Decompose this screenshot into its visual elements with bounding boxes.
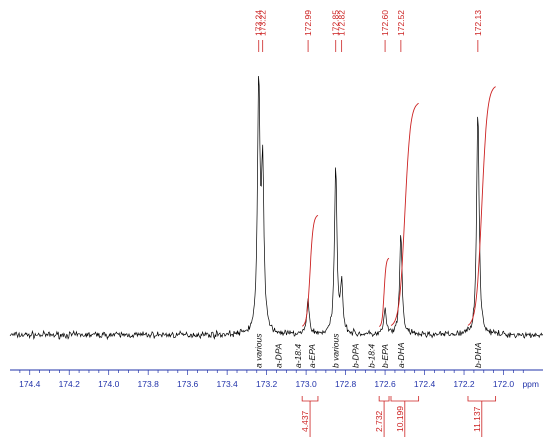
x-tick-label: 174.2	[59, 379, 81, 389]
assignment-label: a-DPA	[273, 343, 283, 368]
peak-label: 173.22	[258, 10, 268, 36]
spectrum-trace	[9, 75, 543, 341]
assignment-label: b various	[331, 333, 341, 368]
integral-curve	[378, 257, 390, 327]
integral-bracket	[301, 396, 319, 402]
x-tick-label: 172.4	[414, 379, 436, 389]
x-tick-label: 173.0	[295, 379, 317, 389]
x-tick-label: 172.2	[453, 379, 475, 389]
assignment-label: b-DPA	[350, 343, 360, 368]
integral-value: 11.137	[472, 406, 482, 432]
integral-value: 2.732	[374, 410, 384, 432]
integral-bracket	[390, 396, 420, 402]
x-tick-label: 172.0	[493, 379, 515, 389]
assignment-label: a-EPA	[307, 344, 317, 368]
integral-curve	[390, 102, 419, 326]
x-tick-label: 172.6	[374, 379, 396, 389]
integral-curve	[467, 86, 496, 326]
x-tick-label: 173.6	[177, 379, 199, 389]
x-axis: 174.4 174.2 174.0 173.8 173.6 173.4 173.2 173.0…	[10, 369, 543, 389]
spectrum-trace-group	[9, 75, 543, 341]
assignment-label: b-EPA	[380, 344, 390, 368]
integral-curves	[301, 86, 496, 327]
assignment-label: a various	[254, 333, 264, 368]
peak-label: 172.60	[380, 10, 390, 36]
peak-label: 172.85	[331, 10, 341, 36]
x-tick-label: 174.4	[19, 379, 41, 389]
integral-value: 10.199	[395, 406, 405, 432]
peak-label: 172.52	[396, 10, 406, 36]
integral-bracket	[378, 396, 390, 402]
assignment-label: a-DHA	[396, 342, 406, 368]
x-tick-label: 173.2	[256, 379, 278, 389]
x-tick-label: 172.8	[335, 379, 357, 389]
x-tick-label: 173.4	[217, 379, 239, 389]
integral-value: 4.437	[300, 410, 310, 432]
integral-values: 4.437 2.732 10.199 11.137	[300, 396, 497, 437]
peak-label: 172.82	[337, 10, 347, 36]
assignment-label: b-18:4	[366, 344, 376, 368]
x-axis-unit: ppm	[522, 379, 539, 389]
assignment-label: a-18:4	[293, 344, 303, 368]
peak-label: 173.24	[254, 10, 264, 36]
integral-curve	[301, 214, 319, 327]
assignment-label: b-DHA	[473, 342, 483, 368]
x-tick-label: 174.0	[98, 379, 120, 389]
peak-label: 172.13	[473, 10, 483, 36]
peak-label: 172.99	[303, 10, 313, 36]
assignment-labels: a various a-DPA a-18:4 a-EPA b various b-DPA b…	[254, 333, 483, 368]
integral-bracket	[467, 396, 497, 402]
x-tick-label: 173.8	[138, 379, 160, 389]
